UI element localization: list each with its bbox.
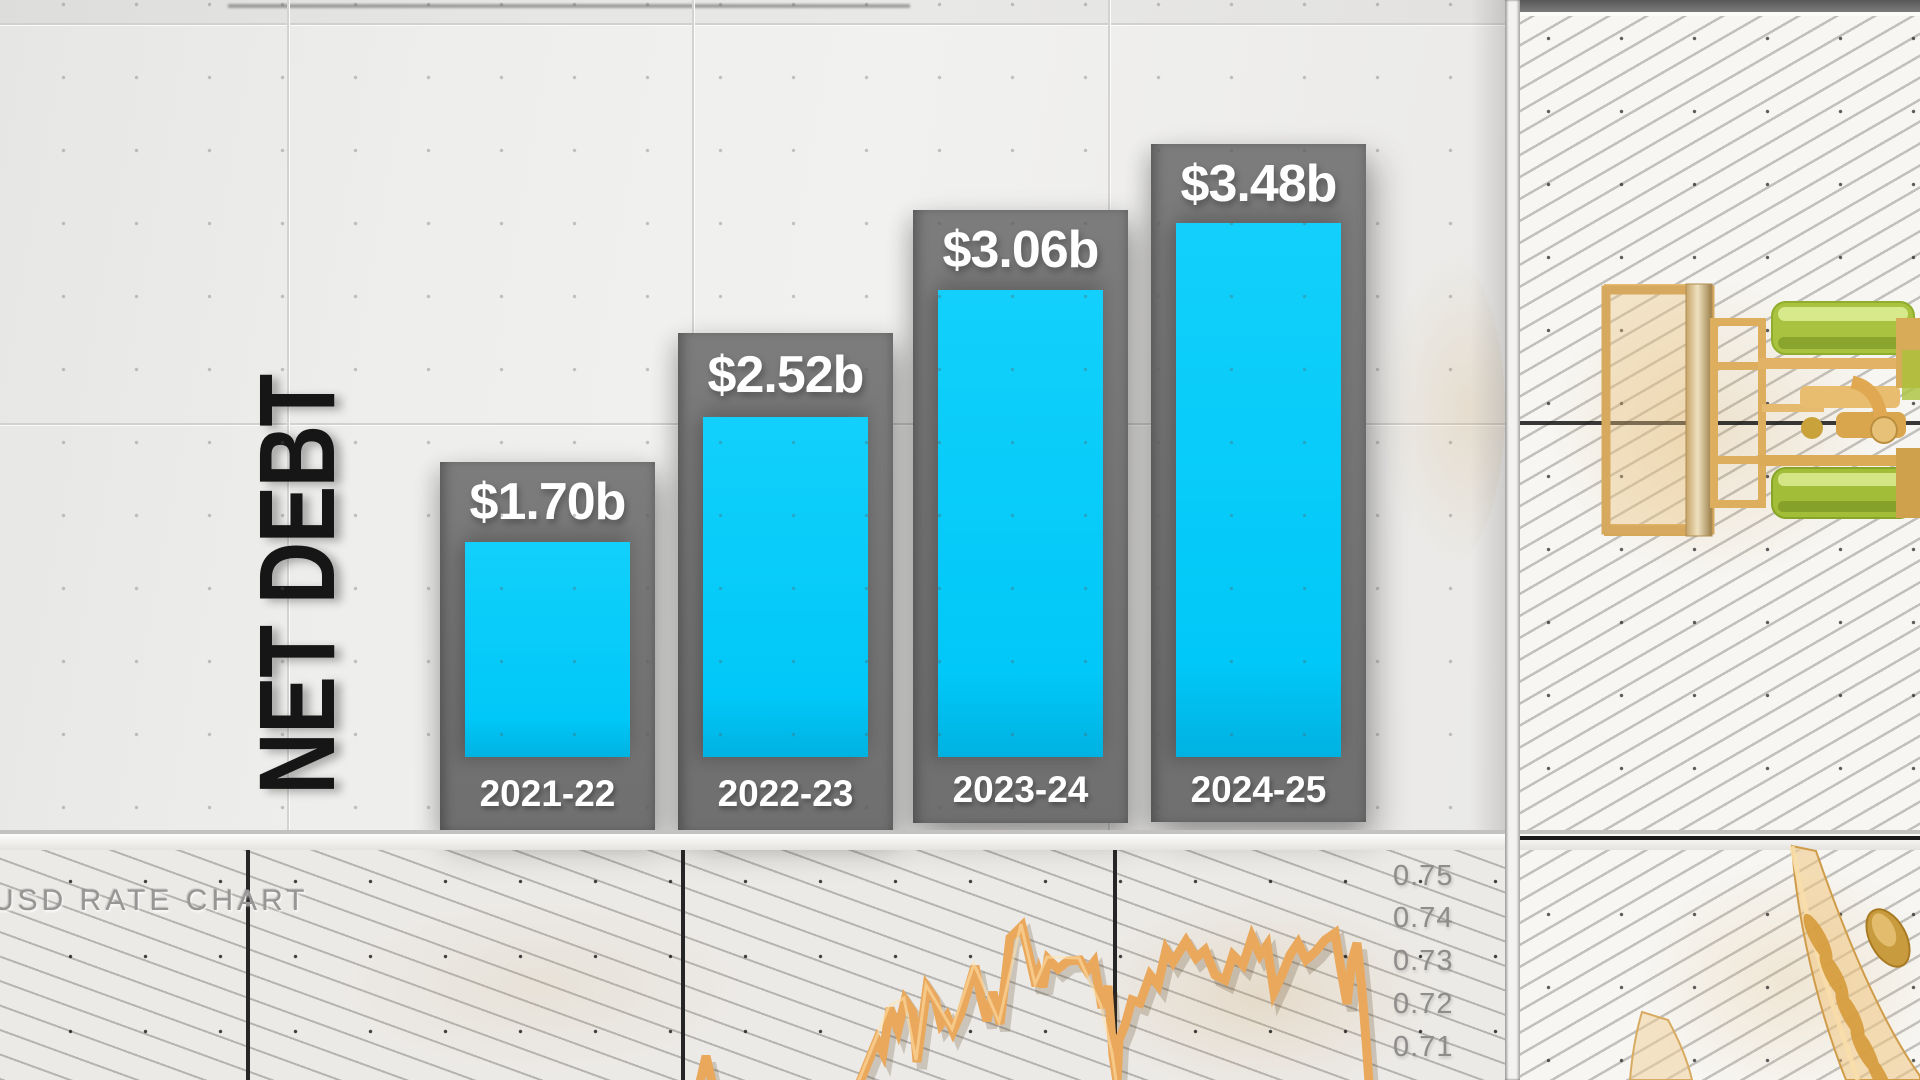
- bar-year-label: 2023-24: [952, 769, 1089, 810]
- rate-tick: 0.75: [1393, 860, 1454, 892]
- panel-bevel-strip: [1505, 0, 1520, 1080]
- panel-black-seam: [1520, 421, 1920, 425]
- strip-seam: [681, 850, 685, 1080]
- ledge-highlight: [0, 834, 1920, 850]
- bar-2022-23: [703, 417, 868, 757]
- strip-dot-grid: [0, 836, 1505, 1080]
- wall-edge-shadow: [1470, 0, 1505, 836]
- rate-chart-label: USD RATE CHART: [0, 884, 309, 917]
- panel-top-edge: [1520, 0, 1920, 12]
- wall-seam-vertical: [287, 0, 289, 831]
- bar-value-label: $3.06b: [942, 221, 1100, 279]
- bar-year-label: 2022-23: [717, 773, 854, 814]
- gold-bulldozer-graphic: [1601, 283, 1920, 537]
- rate-tick: 0.72: [1393, 988, 1454, 1020]
- bar-2021-22: [465, 542, 630, 757]
- bar-year-label: 2021-22: [479, 772, 616, 814]
- bar-card-2023-24: $3.06b 2023-24: [913, 210, 1128, 823]
- rate-line-graphic: [695, 917, 1379, 1080]
- ledge-line: [0, 830, 1920, 834]
- strip-seam: [246, 850, 250, 1080]
- bar-card-2024-25: $3.48b 2024-25: [1151, 144, 1366, 822]
- bar-card-2021-22: $1.70b 2021-22: [440, 462, 655, 830]
- bar-value-label: $2.52b: [707, 346, 865, 404]
- rate-chart-strip: USD RATE CHART 0.75 0.74 0.73 0.72 0.71: [0, 836, 1505, 1080]
- wall-top-shadow-line: [228, 4, 910, 8]
- bar-value-label: $1.70b: [469, 473, 627, 531]
- strip-seam: [1113, 850, 1117, 1080]
- bar-2024-25: [1176, 223, 1341, 757]
- bar-card-2022-23: $2.52b 2022-23: [678, 333, 893, 831]
- wall-seam-horizontal: [0, 23, 1505, 25]
- rate-tick: 0.73: [1393, 945, 1454, 977]
- chart-title: NET DEBT: [235, 375, 357, 795]
- bar-value-label: $3.48b: [1180, 154, 1338, 213]
- bar-2023-24: [938, 290, 1103, 757]
- gold-plane-graphic: [1628, 844, 1920, 1080]
- panel-top-highlight: [1520, 12, 1920, 16]
- ledge-black-line-right: [1520, 836, 1920, 840]
- rate-tick: 0.71: [1393, 1031, 1454, 1063]
- rate-tick: 0.74: [1393, 902, 1454, 934]
- panel-dot-grid: [1520, 0, 1920, 1080]
- bar-year-label: 2024-25: [1190, 768, 1327, 810]
